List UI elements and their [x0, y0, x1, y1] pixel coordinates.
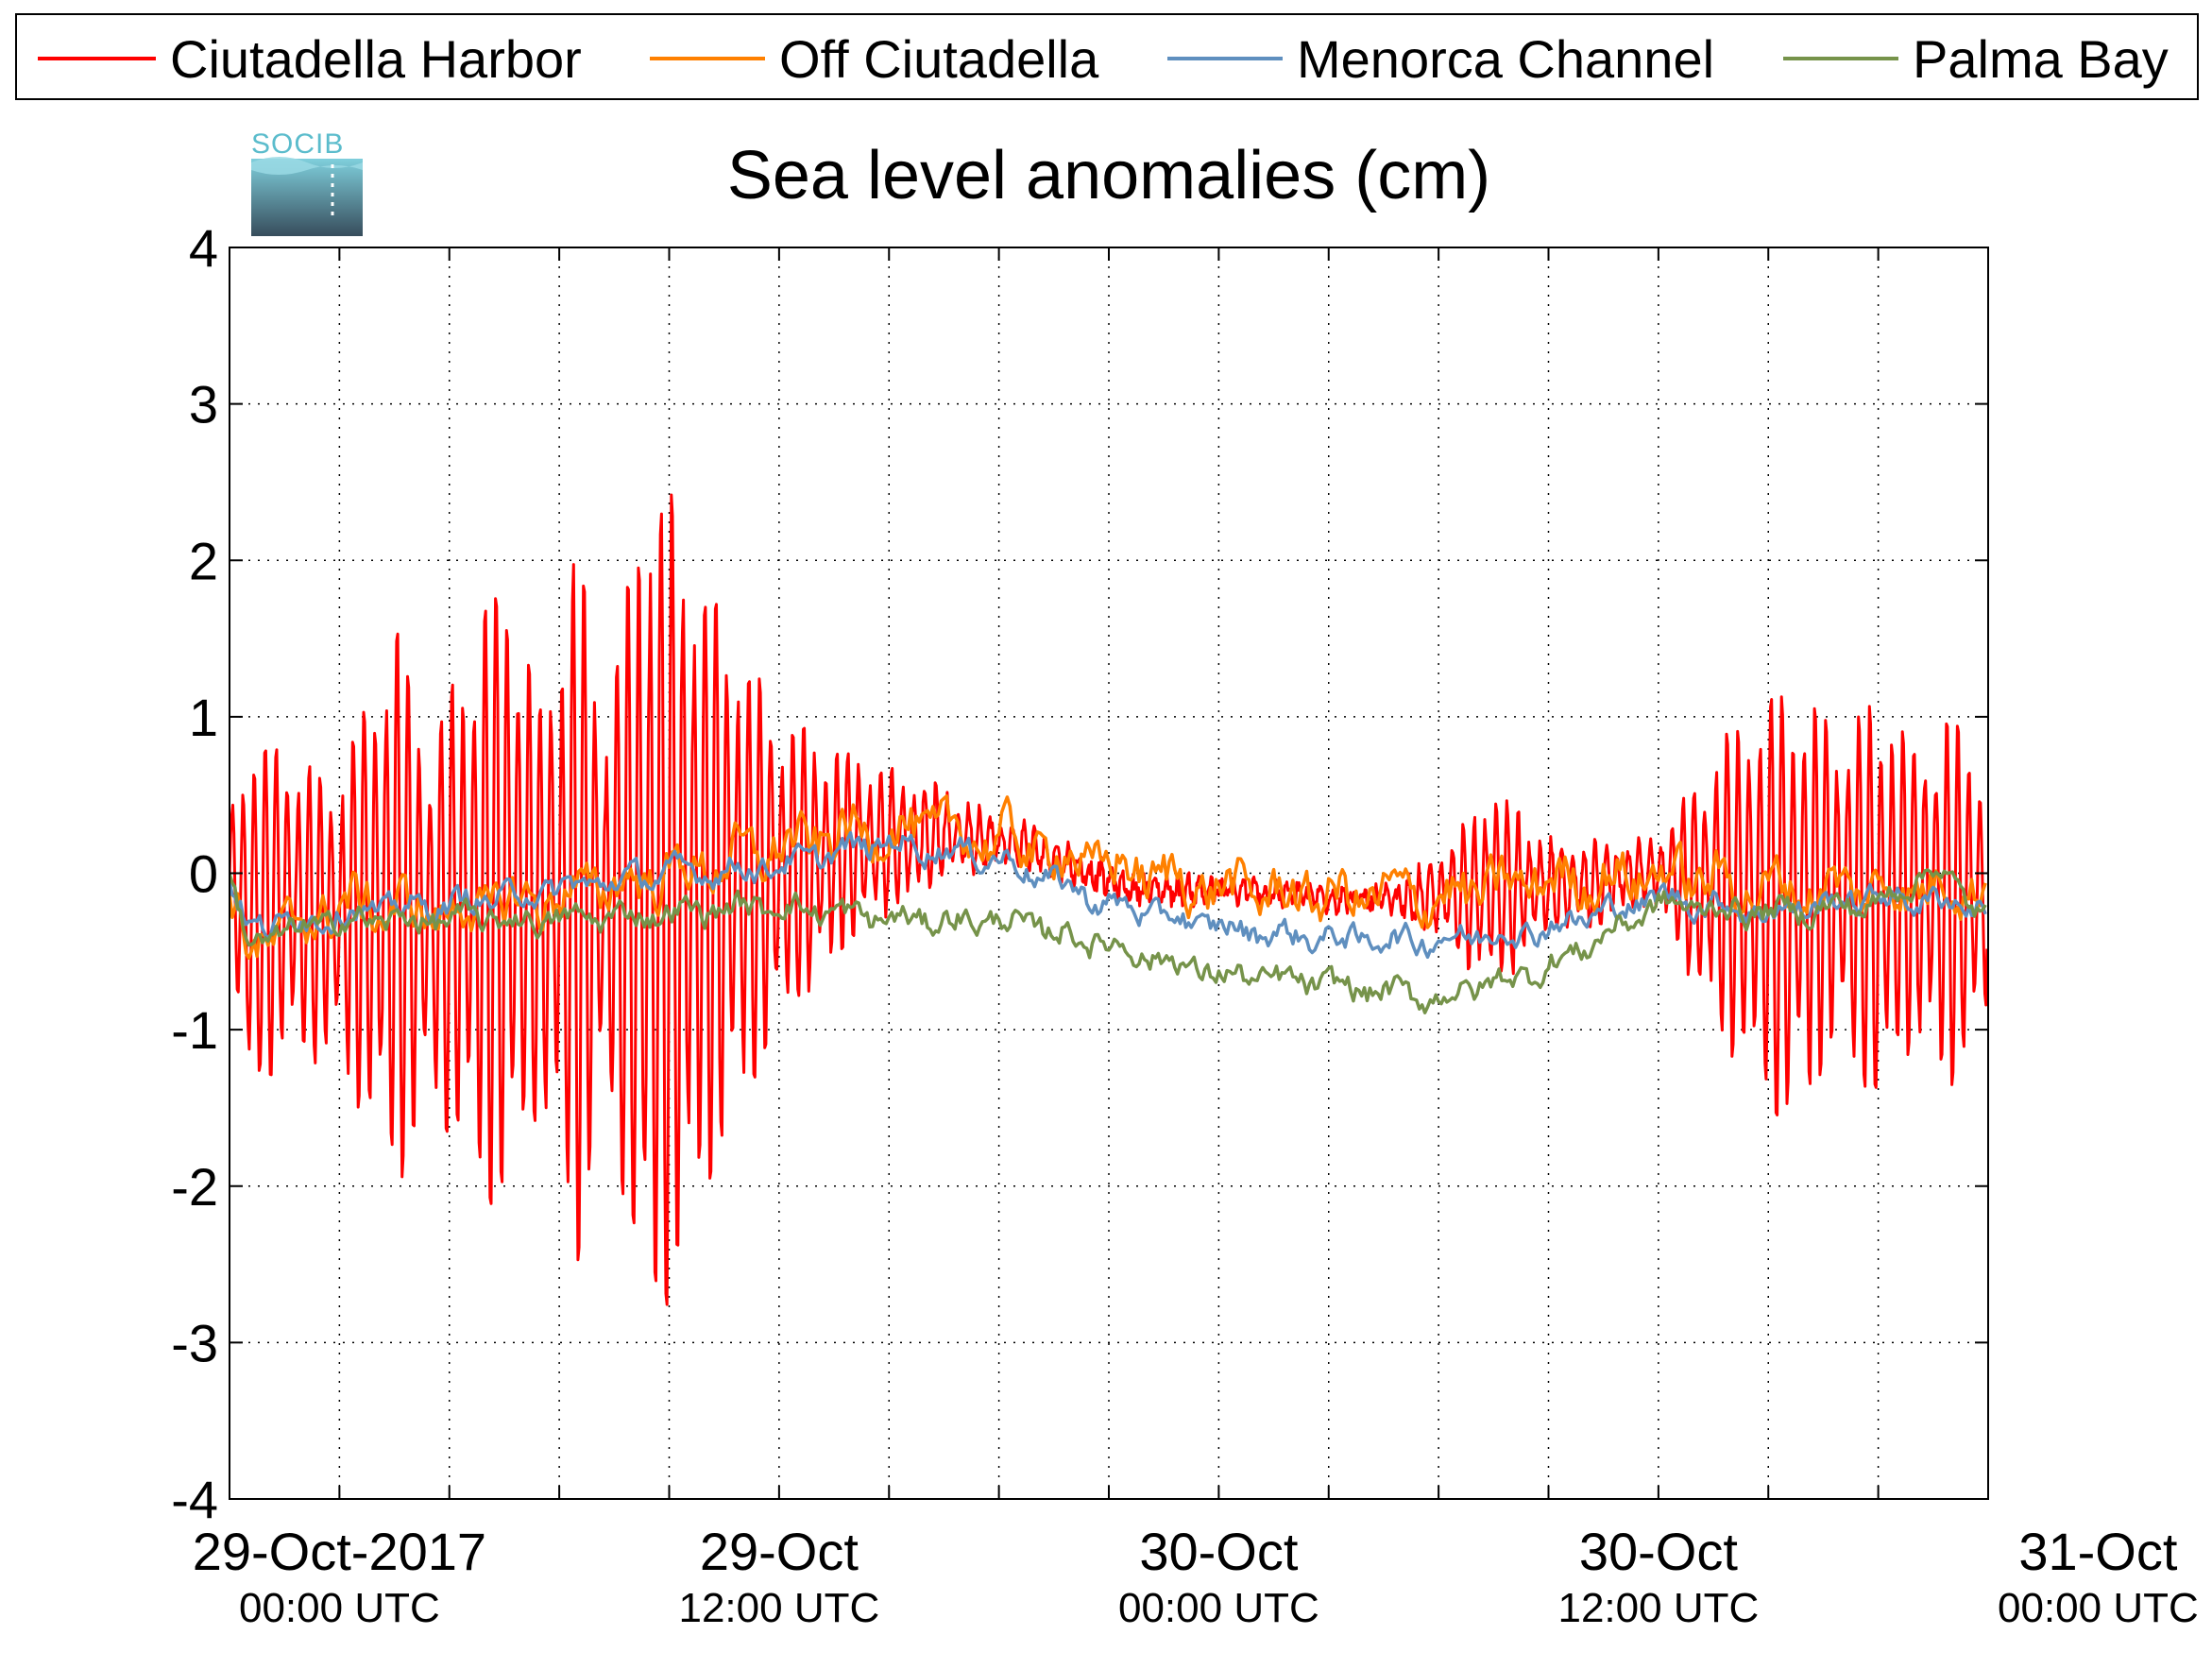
legend-label-palma-bay: Palma Bay [1913, 29, 2169, 89]
grid-lines [230, 247, 1988, 1499]
y-tick-label: -2 [171, 1157, 218, 1217]
y-tick-label: -3 [171, 1313, 218, 1372]
x-tick-label-time: 00:00 UTC [1118, 1585, 1319, 1631]
x-tick-label-date: 30-Oct [1579, 1522, 1738, 1581]
x-tick-label-date: 30-Oct [1139, 1522, 1298, 1581]
x-tick-label-time: 00:00 UTC [239, 1585, 440, 1631]
logo-text: SOCIB [251, 128, 344, 160]
logo-wave-crest [251, 157, 363, 175]
x-tick-label-time: 00:00 UTC [1998, 1585, 2199, 1631]
y-tick-label: -4 [171, 1470, 218, 1529]
y-tick-label: -1 [171, 1000, 218, 1060]
series-line-menorca-channel [230, 830, 1987, 960]
legend-label-ciutadella-harbor: Ciutadella Harbor [170, 29, 582, 89]
x-tick-label-time: 12:00 UTC [1557, 1585, 1759, 1631]
y-tick-label: 2 [189, 531, 218, 590]
socib-logo-icon: SOCIB [251, 128, 363, 236]
x-tick-label-date: 31-Oct [2018, 1522, 2177, 1581]
series-line-palma-bay [230, 868, 1987, 1014]
x-tick-label-time: 12:00 UTC [678, 1585, 879, 1631]
plot-frame [229, 247, 1989, 1500]
series-lines [230, 493, 1988, 1306]
x-tick-label-date: 29-Oct-2017 [193, 1522, 486, 1581]
y-axis: -4 -3 -2 -1 0 1 2 3 4 [171, 218, 1988, 1529]
y-tick-label: 1 [189, 688, 218, 747]
chart-title: Sea level anomalies (cm) [727, 138, 1490, 213]
y-tick-label: 3 [189, 375, 218, 434]
legend: Ciutadella Harbor Off Ciutadella Menorca… [15, 13, 2199, 100]
y-tick-label: 4 [189, 218, 218, 278]
series-line-off-ciutadella [230, 794, 1987, 960]
y-tick-label: 0 [189, 844, 218, 904]
legend-label-menorca-channel: Menorca Channel [1297, 29, 1714, 89]
legend-label-off-ciutadella: Off Ciutadella [779, 29, 1099, 89]
series-line-ciutadella-harbor [230, 493, 1988, 1306]
x-tick-label-date: 29-Oct [700, 1522, 859, 1581]
